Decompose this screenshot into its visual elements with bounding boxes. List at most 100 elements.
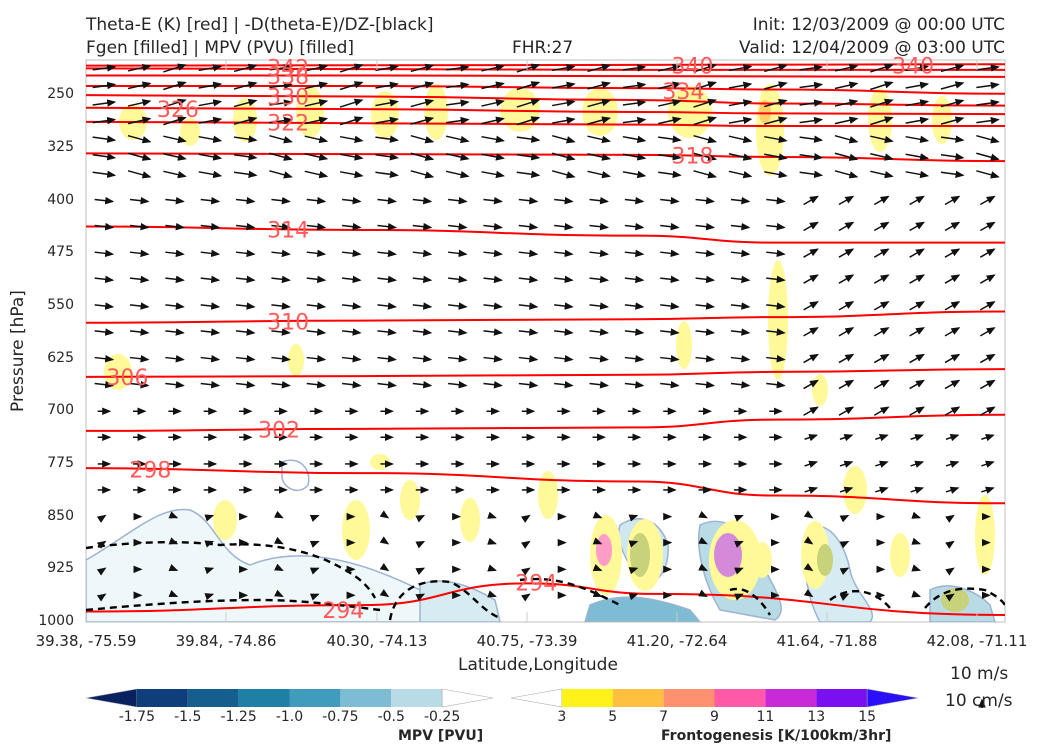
wind-vector [379,589,390,598]
wind-vector [481,135,505,144]
wind-vector [622,153,647,161]
wind-vector [764,135,788,144]
wind-vector [944,379,961,390]
wind-vector [481,153,505,161]
wind-vector [306,222,327,231]
wind-vector [589,328,610,336]
wind-vector [448,222,468,231]
wind-vector [448,302,468,310]
wind-vector [339,153,364,161]
wind-vector [693,170,718,179]
wind-vector [518,275,539,284]
wind-vector [734,567,744,575]
wind-vector [375,99,399,107]
wind-vector [728,116,753,125]
wind-vector [127,116,152,125]
wind-vector [235,222,256,231]
wind-vector [693,116,717,126]
wind-vector [269,134,293,144]
wind-vector [658,135,682,143]
wind-vector [909,248,925,258]
wind-vector [839,514,850,523]
wind-vector [269,99,293,107]
wind-vector [235,328,256,336]
wind-vector [838,379,855,390]
wind-vector [728,135,753,144]
y-tick-label: 475 [47,244,74,261]
wind-vector [693,63,717,73]
wind-vector [803,274,819,284]
wind-vector [94,275,115,284]
fgen-fill-region [370,454,390,470]
wind-vector [233,116,258,125]
colorbar-segment [187,689,239,707]
wind-vector [445,153,470,161]
wind-vector [979,353,996,364]
wind-vector [587,81,611,90]
wind-vector [730,249,751,258]
mpv-colorbar-title: MPV [PVU] [398,728,484,744]
colorbar-segment [866,688,919,708]
wind-vector [412,328,433,336]
wind-vector [521,540,531,549]
wind-vector [622,170,647,179]
wind-vector [129,249,150,258]
wind-vector [274,536,284,545]
wind-vector [127,134,152,144]
colorbar-segment [510,688,563,708]
wind-vector [766,380,786,389]
colorbar-segment [136,689,188,707]
wind-vector [309,514,320,522]
wind-vector [274,510,284,519]
wind-vector [198,81,223,90]
wind-vector [204,514,215,522]
theta-e-contour [86,368,1005,378]
wind-vector [165,249,185,258]
wind-vector [624,275,645,284]
wind-vector [870,63,894,73]
theta-e-label: 340 [672,55,714,80]
wind-vector [873,379,890,390]
wind-vector [698,536,708,545]
colorbar-tick-label: -0.5 [377,709,405,725]
wind-vector [911,537,922,545]
wind-vector [129,275,150,284]
wind-vector [660,275,680,284]
wind-vector [587,170,611,179]
wind-vector [448,355,468,363]
y-tick-label: 325 [47,138,74,155]
wind-vector [839,486,854,494]
wind-vector [839,434,854,442]
wind-vector [271,355,291,363]
wind-vector [695,328,716,336]
theta-e-label: 338 [267,65,309,90]
fgen-fill-region [596,534,612,566]
wind-vector [487,564,497,572]
wind-vector [911,590,922,598]
wind-vector [304,153,329,161]
wind-vector [944,301,961,311]
colorbar-segment [816,689,868,707]
wind-vector [766,275,786,284]
dthetae-dz-contour [388,580,501,621]
dthetae-dz-contour [924,587,1005,609]
wind-vector [695,222,716,231]
wind-vector [870,170,894,179]
wind-vector [518,380,539,389]
wind-vector [799,64,824,72]
wind-vector [799,99,824,107]
wind-vector [976,99,1000,107]
colorbar-segment [289,689,341,707]
wind-vector [660,380,680,389]
wind-vector [92,99,117,107]
wind-vector [803,536,814,545]
wind-vector [799,81,824,90]
wind-vector [660,249,680,258]
wind-vector [410,116,435,125]
wind-vector [624,380,645,389]
wind-vector [764,153,788,161]
wind-vector [165,355,185,363]
wind-vector [945,514,955,523]
